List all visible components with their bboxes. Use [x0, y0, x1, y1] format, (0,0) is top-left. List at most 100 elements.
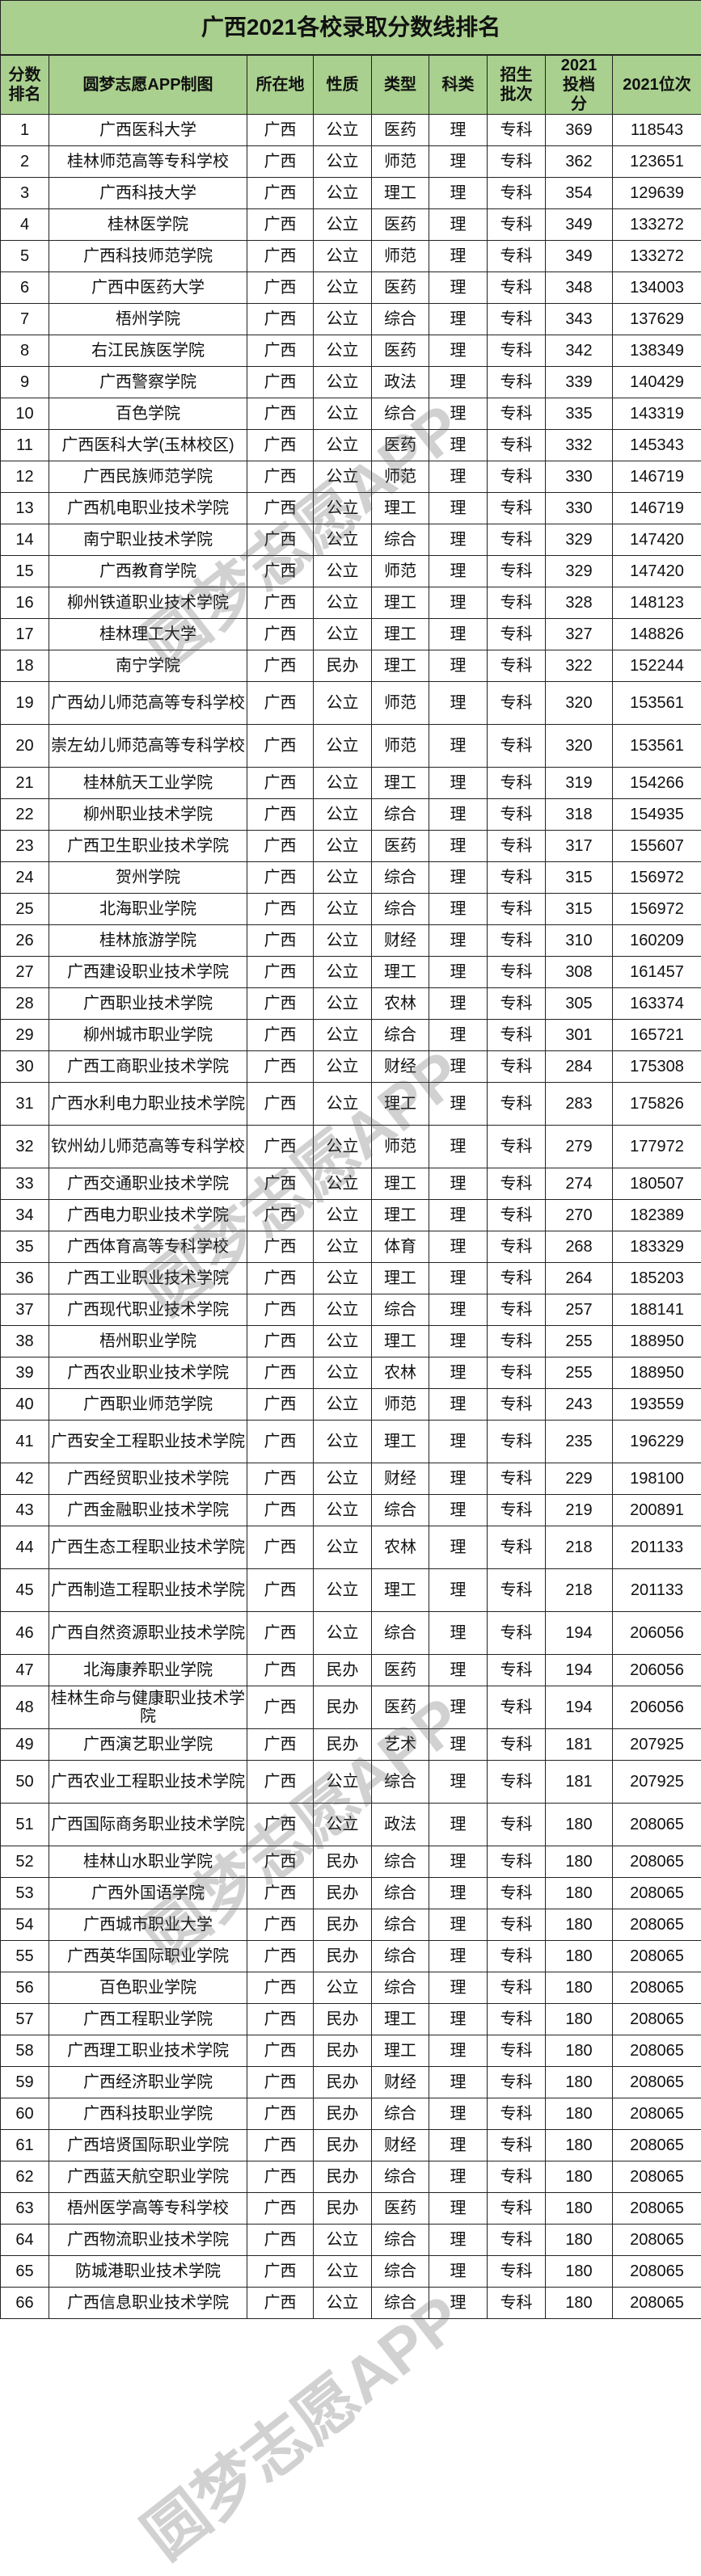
cell-location: 广西	[247, 461, 314, 493]
cell-score: 180	[546, 2288, 613, 2319]
cell-nature: 公立	[314, 178, 372, 209]
cell-score: 180	[546, 2193, 613, 2225]
cell-nature: 公立	[314, 587, 372, 619]
cell-position: 154935	[613, 799, 701, 831]
cell-rank: 31	[1, 1083, 49, 1126]
cell-rank: 38	[1, 1326, 49, 1357]
cell-type: 理工	[372, 1263, 429, 1294]
cell-position: 138349	[613, 335, 701, 367]
cell-school-name: 广西体育高等专科学校	[49, 1231, 247, 1263]
cell-nature: 公立	[314, 682, 372, 725]
cell-batch: 专科	[488, 2130, 546, 2161]
cell-school-name: 广西警察学院	[49, 367, 247, 398]
cell-school-name: 广西现代职业技术学院	[49, 1294, 247, 1326]
cell-nature: 公立	[314, 1126, 372, 1168]
cell-location: 广西	[247, 2256, 314, 2288]
cell-rank: 17	[1, 619, 49, 650]
cell-school-name: 广西工商职业技术学院	[49, 1051, 247, 1083]
cell-location: 广西	[247, 2193, 314, 2225]
cell-type: 综合	[372, 862, 429, 894]
cell-position: 198100	[613, 1463, 701, 1495]
cell-rank: 25	[1, 894, 49, 925]
cell-batch: 专科	[488, 2225, 546, 2256]
cell-nature: 民办	[314, 650, 372, 682]
cell-rank: 64	[1, 2225, 49, 2256]
cell-location: 广西	[247, 1083, 314, 1126]
cell-location: 广西	[247, 682, 314, 725]
cell-batch: 专科	[488, 1569, 546, 1612]
cell-type: 师范	[372, 725, 429, 768]
cell-school-name: 广西物流职业技术学院	[49, 2225, 247, 2256]
cell-location: 广西	[247, 957, 314, 988]
cell-school-name: 桂林师范高等专科学校	[49, 146, 247, 178]
cell-score: 180	[546, 1941, 613, 1972]
cell-type: 理工	[372, 1326, 429, 1357]
cell-type: 医药	[372, 1655, 429, 1686]
cell-rank: 55	[1, 1941, 49, 1972]
cell-position: 153561	[613, 725, 701, 768]
cell-rank: 34	[1, 1200, 49, 1231]
cell-location: 广西	[247, 1495, 314, 1526]
cell-batch: 专科	[488, 650, 546, 682]
cell-nature: 民办	[314, 2130, 372, 2161]
cell-type: 综合	[372, 524, 429, 556]
cell-position: 175826	[613, 1083, 701, 1126]
cell-subject: 理	[429, 1612, 488, 1655]
cell-school-name: 广西机电职业技术学院	[49, 493, 247, 524]
cell-position: 208065	[613, 1941, 701, 1972]
cell-type: 农林	[372, 1357, 429, 1389]
cell-school-name: 桂林航天工业学院	[49, 768, 247, 799]
cell-score: 362	[546, 146, 613, 178]
cell-score: 180	[546, 2035, 613, 2067]
cell-nature: 公立	[314, 209, 372, 241]
cell-nature: 公立	[314, 988, 372, 1020]
cell-subject: 理	[429, 862, 488, 894]
cell-subject: 理	[429, 461, 488, 493]
cell-position: 161457	[613, 957, 701, 988]
cell-rank: 56	[1, 1972, 49, 2004]
col-header-school: 圆梦志愿APP制图	[49, 55, 247, 115]
cell-school-name: 广西经贸职业技术学院	[49, 1463, 247, 1495]
cell-location: 广西	[247, 1357, 314, 1389]
cell-score: 180	[546, 1846, 613, 1878]
cell-rank: 46	[1, 1612, 49, 1655]
cell-batch: 专科	[488, 988, 546, 1020]
cell-location: 广西	[247, 1612, 314, 1655]
col-header-subject: 科类	[429, 55, 488, 115]
cell-location: 广西	[247, 1294, 314, 1326]
cell-score: 180	[546, 2004, 613, 2035]
cell-score: 283	[546, 1083, 613, 1126]
cell-rank: 40	[1, 1389, 49, 1421]
cell-subject: 理	[429, 2004, 488, 2035]
cell-batch: 专科	[488, 1263, 546, 1294]
cell-school-name: 广西中医药大学	[49, 272, 247, 304]
cell-school-name: 桂林理工大学	[49, 619, 247, 650]
cell-batch: 专科	[488, 2098, 546, 2130]
cell-location: 广西	[247, 1051, 314, 1083]
cell-score: 315	[546, 894, 613, 925]
cell-nature: 公立	[314, 894, 372, 925]
cell-batch: 专科	[488, 2004, 546, 2035]
cell-score: 255	[546, 1326, 613, 1357]
cell-type: 综合	[372, 398, 429, 430]
cell-location: 广西	[247, 1463, 314, 1495]
cell-subject: 理	[429, 2035, 488, 2067]
cell-batch: 专科	[488, 1495, 546, 1526]
cell-location: 广西	[247, 178, 314, 209]
cell-batch: 专科	[488, 1326, 546, 1357]
col-header-rank: 分数排名	[1, 55, 49, 115]
cell-school-name: 贺州学院	[49, 862, 247, 894]
cell-score: 264	[546, 1263, 613, 1294]
cell-batch: 专科	[488, 1357, 546, 1389]
cell-batch: 专科	[488, 493, 546, 524]
cell-location: 广西	[247, 619, 314, 650]
